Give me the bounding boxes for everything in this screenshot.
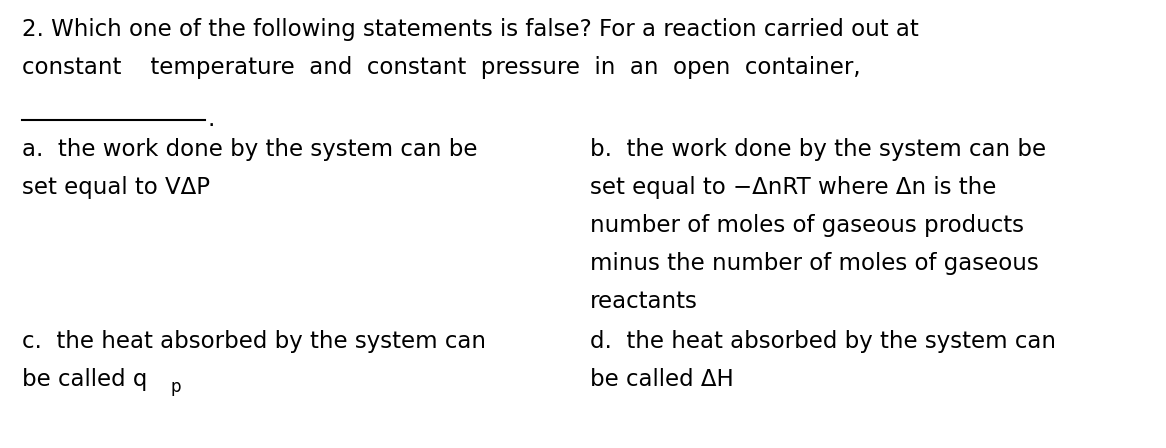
Text: minus the number of moles of gaseous: minus the number of moles of gaseous <box>590 252 1039 275</box>
Text: a.  the work done by the system can be: a. the work done by the system can be <box>22 138 478 161</box>
Text: number of moles of gaseous products: number of moles of gaseous products <box>590 214 1024 237</box>
Text: 2. Which one of the following statements is false? For a reaction carried out at: 2. Which one of the following statements… <box>22 18 919 41</box>
Text: .: . <box>208 108 215 131</box>
Text: set equal to VΔP: set equal to VΔP <box>22 176 210 199</box>
Text: be called ΔH: be called ΔH <box>590 368 733 391</box>
Text: d.  the heat absorbed by the system can: d. the heat absorbed by the system can <box>590 330 1056 353</box>
Text: b.  the work done by the system can be: b. the work done by the system can be <box>590 138 1046 161</box>
Text: reactants: reactants <box>590 290 698 313</box>
Text: p: p <box>170 378 181 396</box>
Text: constant    temperature  and  constant  pressure  in  an  open  container,: constant temperature and constant pressu… <box>22 56 861 79</box>
Text: be called q: be called q <box>22 368 147 391</box>
Text: set equal to −ΔnRT where Δn is the: set equal to −ΔnRT where Δn is the <box>590 176 997 199</box>
Text: c.  the heat absorbed by the system can: c. the heat absorbed by the system can <box>22 330 486 353</box>
